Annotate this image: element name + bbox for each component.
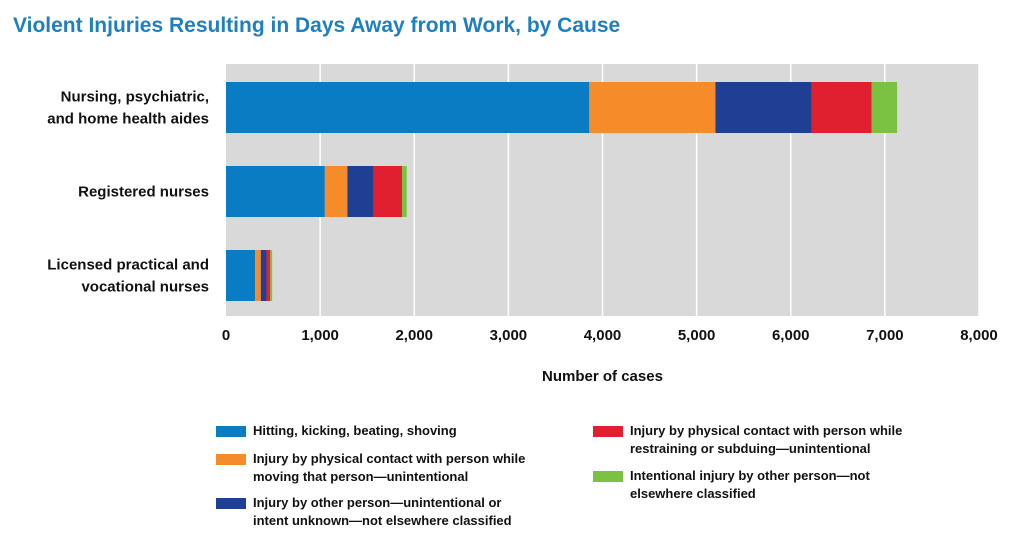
bar-segment <box>373 166 403 217</box>
x-tick-label: 1,000 <box>301 327 339 344</box>
chart-title: Violent Injuries Resulting in Days Away … <box>13 14 621 37</box>
legend-item: Intentional injury by other person—not e… <box>593 467 870 503</box>
category-labels: Nursing, psychiatric, and home health aid… <box>47 89 209 296</box>
bar-segment <box>255 250 261 301</box>
category-label: Licensed practical and vocational nurses <box>47 257 209 296</box>
x-tick-label: 8,000 <box>960 327 998 344</box>
legend-label: Injury by physical contact with person w… <box>253 451 526 484</box>
legend-label: Injury by physical contact with person w… <box>630 423 903 456</box>
legend-swatch <box>216 454 246 465</box>
bars <box>226 82 898 301</box>
legend-swatch <box>593 426 623 437</box>
legend-label: Intentional injury by other person—not e… <box>630 468 870 501</box>
category-label: Nursing, psychiatric, and home health aid… <box>47 89 209 128</box>
legend-item: Hitting, kicking, beating, shoving <box>216 422 457 440</box>
x-tick-label: 5,000 <box>678 327 716 344</box>
legend-item: Injury by physical contact with person w… <box>593 422 902 458</box>
legend-label: Injury by other person—unintentional or … <box>253 495 512 528</box>
legend-swatch <box>216 426 246 437</box>
legend-label: Hitting, kicking, beating, shoving <box>253 423 457 438</box>
x-axis-label: Number of cases <box>542 368 663 385</box>
bar-segment <box>402 166 407 217</box>
bar-segment <box>589 82 716 133</box>
x-axis-ticks: 0 1,000 2,000 3,000 4,000 5,000 6,000 7,000 8,00… <box>222 327 998 344</box>
x-tick-label: 2,000 <box>395 327 433 344</box>
bar-segment <box>347 166 374 217</box>
legend-item: Injury by other person—unintentional or … <box>216 494 512 530</box>
bar-segment <box>226 166 325 217</box>
legend-swatch <box>593 471 623 482</box>
stacked-bar-chart: Nursing, psychiatric, and home health aid… <box>47 64 998 385</box>
bar-segment <box>226 82 590 133</box>
x-tick-label: 0 <box>222 327 230 344</box>
bar-segment <box>811 82 872 133</box>
legend-swatch <box>216 498 246 509</box>
bar-segment <box>715 82 812 133</box>
x-tick-label: 7,000 <box>866 327 904 344</box>
bar-segment <box>324 166 348 217</box>
x-tick-label: 3,000 <box>490 327 528 344</box>
bar-segment <box>226 250 256 301</box>
x-tick-label: 6,000 <box>772 327 810 344</box>
bar-segment <box>871 82 898 133</box>
bar-segment <box>260 250 267 301</box>
x-tick-label: 4,000 <box>584 327 622 344</box>
bar-segment <box>266 250 271 301</box>
category-label: Registered nurses <box>78 184 209 201</box>
bar-segment <box>270 250 273 301</box>
legend-item: Injury by physical contact with person w… <box>216 450 525 486</box>
